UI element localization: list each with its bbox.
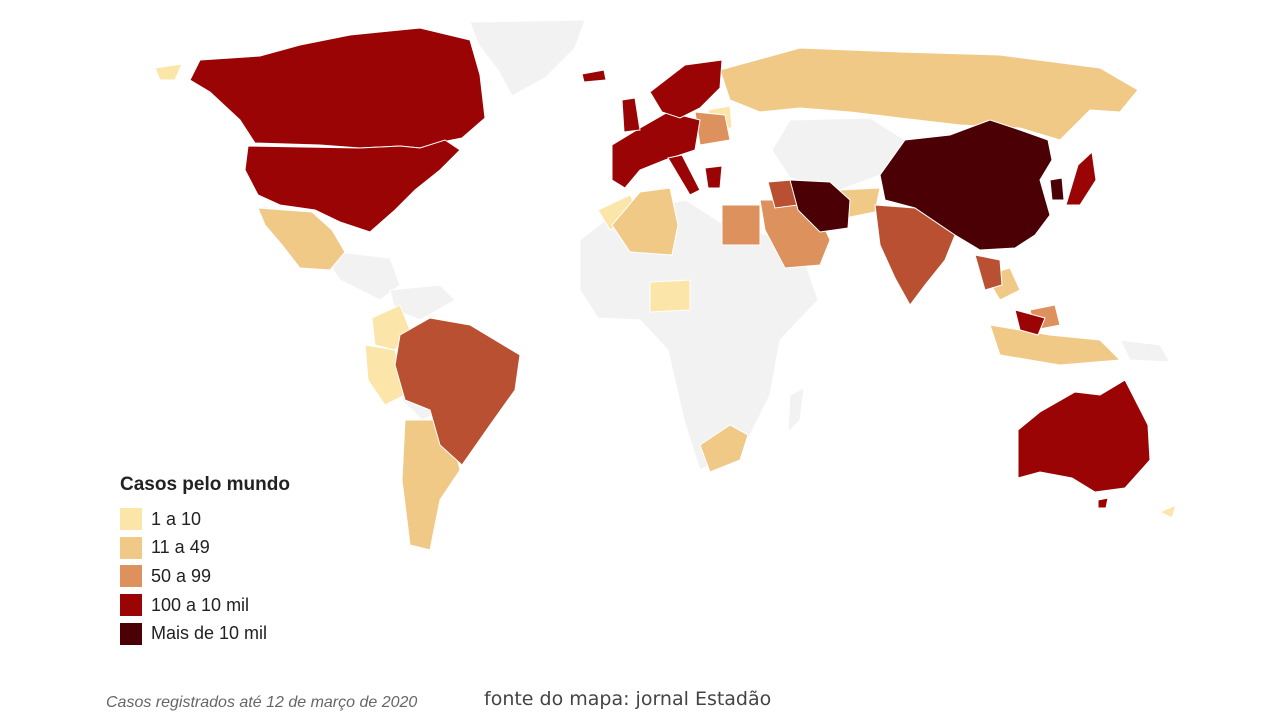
map-legend: Casos pelo mundo 1 a 10 11 a 49 50 a 99 … [120, 474, 290, 648]
canada-shape [189, 27, 486, 149]
legend-swatch [120, 508, 142, 531]
tasmania-shape [1097, 497, 1109, 509]
madagascar-shape [787, 387, 805, 434]
greenland-shape [469, 19, 586, 97]
legend-swatch [120, 565, 142, 588]
new-guinea-shape [1119, 339, 1171, 363]
scandinavia-shape [649, 59, 723, 119]
legend-item: 11 a 49 [120, 534, 290, 563]
legend-label: 11 a 49 [151, 537, 210, 558]
peru-shape [364, 344, 406, 406]
legend-item: 1 a 10 [120, 505, 290, 534]
legend-title: Casos pelo mundo [120, 474, 290, 495]
greece-shape [704, 165, 723, 189]
philippines-malaysia-shape [1014, 309, 1046, 336]
uk-shape [621, 97, 641, 133]
brazil-shape [394, 317, 521, 466]
japan-shape [1065, 150, 1097, 206]
china-shape [879, 119, 1053, 251]
legend-swatch [120, 622, 142, 645]
legend-item: 50 a 99 [120, 562, 290, 591]
legend-label: 100 a 10 mil [151, 594, 250, 615]
venezuela-shape [389, 284, 456, 321]
south-africa-shape [699, 424, 749, 473]
mexico-shape [257, 207, 346, 271]
countries-100-to-10k [189, 27, 1151, 509]
algeria-shape [611, 187, 679, 256]
central-asia-shape [771, 117, 906, 191]
south-korea-shape [1049, 177, 1065, 201]
indonesia-shape [989, 324, 1122, 366]
eastern-europe-shape [694, 111, 731, 146]
date-footnote: Casos registrados até 12 de março de 202… [106, 694, 418, 711]
australia-shape [1017, 379, 1151, 493]
countries-11-to-49 [257, 47, 1139, 551]
legend-swatch [120, 536, 142, 559]
africa-shape [579, 199, 819, 471]
egypt-shape [721, 204, 761, 246]
usa-shape [244, 139, 461, 233]
italy-shape [667, 154, 701, 196]
thailand-shape [974, 254, 1003, 291]
new-zealand-shape [1158, 504, 1177, 519]
legend-item: 100 a 10 mil [120, 591, 290, 620]
alaska-shape [154, 63, 183, 81]
sahel-shape [649, 279, 691, 313]
iran-shape [789, 179, 851, 233]
legend-label: Mais de 10 mil [151, 623, 268, 644]
russia-shape [719, 47, 1139, 141]
legend-swatch [120, 594, 142, 617]
countries-over-10k [789, 119, 1065, 251]
countries-brown [394, 179, 1003, 466]
iceland-shape [581, 69, 607, 83]
legend-label: 50 a 99 [151, 565, 212, 586]
legend-label: 1 a 10 [151, 508, 202, 529]
legend-item: Mais de 10 mil [120, 619, 290, 648]
central-america-shape [318, 249, 401, 301]
map-source-caption: fonte do mapa: jornal Estadão [484, 688, 772, 710]
